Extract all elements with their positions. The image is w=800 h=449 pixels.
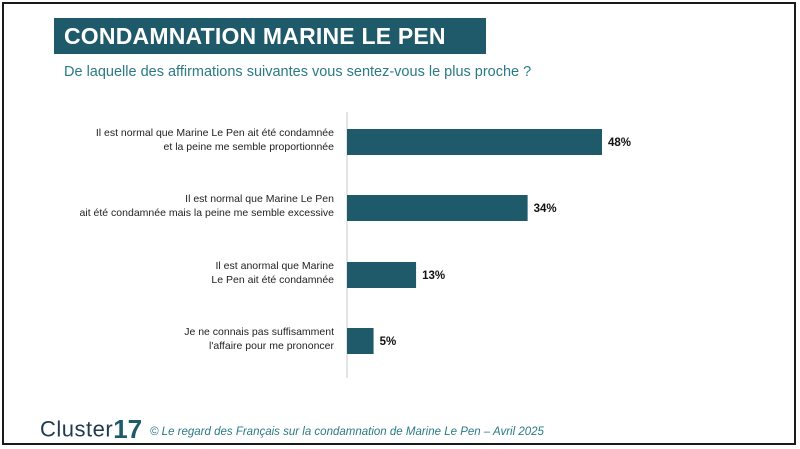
value-label-1: 48% <box>608 137 631 149</box>
logo-wordmark: Cluster <box>40 416 114 442</box>
category-label-2-line-2: ait été condamnée mais la peine me sembl… <box>80 207 335 219</box>
bar-4 <box>347 328 374 354</box>
category-label-1-line-1: Il est normal que Marine Le Pen ait été … <box>96 127 334 139</box>
category-label-4-line-2: l'affaire pour me prononcer <box>209 340 334 352</box>
bar-3 <box>347 262 417 288</box>
slide-frame <box>2 2 796 445</box>
source-note: © Le regard des Français sur la condamna… <box>150 426 544 438</box>
value-label-4: 5% <box>380 336 397 348</box>
category-label-1-line-2: et la peine me semble proportionnée <box>164 141 335 153</box>
bars-group: 48% Il est normal que Marine Le Pen ait é… <box>80 127 631 354</box>
cluster17-logo: Cluster17 <box>40 414 142 444</box>
bar-1 <box>347 129 602 155</box>
subtitle: De laquelle des affirmations suivantes v… <box>64 64 532 80</box>
category-label-3-line-1: Il est anormal que Marine <box>216 260 335 272</box>
value-label-2: 34% <box>534 203 557 215</box>
logo-number: 17 <box>113 414 143 444</box>
value-label-3: 13% <box>422 270 445 282</box>
category-label-4-line-1: Je ne connais pas suffisamment <box>184 326 334 338</box>
bar-2 <box>347 195 528 221</box>
category-label-2-line-1: Il est normal que Marine Le Pen <box>185 193 334 205</box>
category-label-3-line-2: Le Pen ait été condamnée <box>211 274 334 286</box>
title-banner: CONDAMNATION MARINE LE PEN <box>54 18 486 54</box>
